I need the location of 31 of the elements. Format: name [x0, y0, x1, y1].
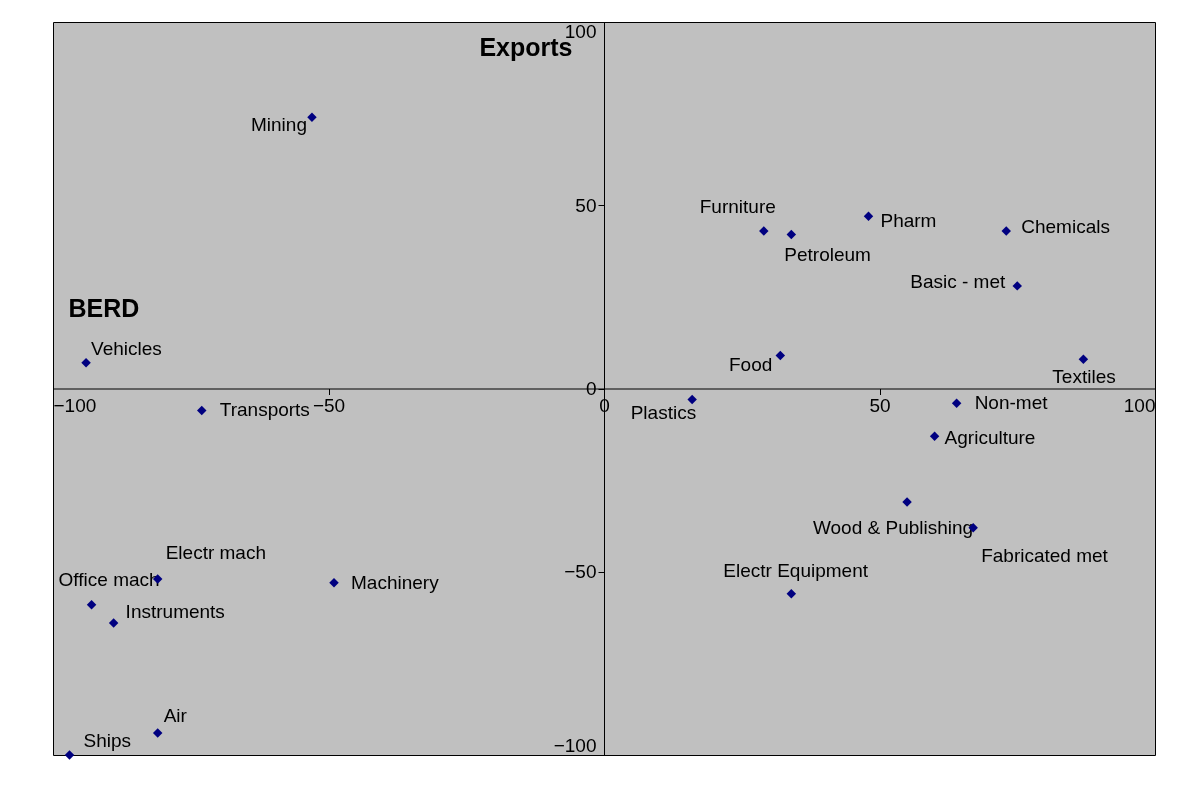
annotation: Electr mach: [165, 542, 266, 564]
x-tick-label: 100: [1123, 395, 1156, 416]
annotation: Food: [729, 353, 773, 375]
annotation: Agriculture: [944, 427, 1036, 449]
y-tick-label: −100: [553, 734, 597, 756]
annotation: Wood & Publishing: [812, 517, 974, 539]
annotation: Chemicals: [1021, 215, 1110, 237]
annotation: Instruments: [125, 601, 225, 623]
annotation: Textiles: [1052, 366, 1116, 388]
annotation: Basic - met: [910, 270, 1006, 292]
x-tick-label: −100: [53, 395, 97, 416]
annotation: Furniture: [699, 195, 776, 217]
annotation: Office mach: [58, 568, 160, 590]
annotation: Machinery: [351, 571, 440, 593]
annotation: Fabricated met: [981, 544, 1109, 566]
annotation: Ships: [83, 730, 132, 751]
annotation: Pharm: [880, 210, 937, 232]
annotation: Transports: [219, 399, 310, 421]
annotation: Vehicles: [91, 337, 162, 359]
x-axis-title: BERD: [68, 294, 140, 322]
annotation: Mining: [250, 114, 307, 136]
x-tick-label: 50: [869, 395, 891, 416]
x-tick-label: −50: [312, 395, 346, 416]
annotation: Electr Equipment: [723, 559, 869, 581]
y-tick-label: −50: [564, 561, 597, 583]
annotation: Petroleum: [784, 243, 871, 265]
y-tick-label: 50: [575, 194, 597, 216]
y-tick-label: 0: [585, 378, 597, 399]
annotation: Plastics: [630, 402, 697, 424]
annotation: Non-met: [974, 392, 1049, 414]
annotation: Air: [163, 705, 188, 727]
